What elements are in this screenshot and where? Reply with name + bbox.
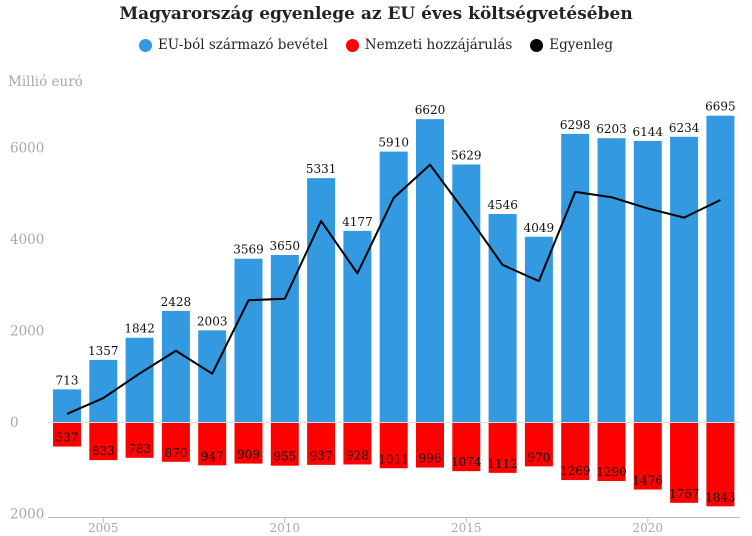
chart-title: Magyarország egyenlege az EU éves költsé… [119, 4, 633, 24]
legend-item-balance[interactable]: Egyenleg [530, 37, 613, 53]
data-label-national-contribution: 1476 [633, 474, 664, 488]
bar-national-contribution [633, 422, 662, 490]
bar-eu-income [234, 258, 263, 422]
y-tick-label: 6000 [10, 141, 44, 157]
bar-national-contribution [452, 422, 481, 472]
data-label-national-contribution: 955 [273, 450, 296, 464]
bar-eu-income [561, 133, 590, 422]
data-label-national-contribution: 996 [419, 452, 442, 466]
bar-eu-income [270, 255, 299, 422]
legend-swatch-eu-income [138, 38, 152, 52]
data-label-national-contribution: 870 [164, 446, 187, 460]
data-label-eu-income: 2003 [197, 314, 228, 328]
bar-national-contribution [53, 422, 81, 447]
x-tick-label: 2020 [633, 521, 664, 535]
data-label-eu-income: 6234 [669, 121, 700, 135]
bar-national-contribution [488, 422, 517, 473]
x-tick-label: 2005 [88, 521, 119, 535]
data-label-eu-income: 1842 [124, 322, 155, 336]
data-label-eu-income: 5910 [378, 136, 409, 150]
data-label-eu-income: 3569 [233, 243, 264, 257]
data-label-eu-income: 4177 [342, 215, 373, 229]
data-label-eu-income: 6620 [415, 103, 446, 117]
data-label-eu-income: 713 [56, 373, 79, 387]
data-label-national-contribution: 1269 [560, 464, 591, 478]
bar-eu-income [198, 330, 227, 422]
data-label-national-contribution: 783 [128, 442, 151, 456]
legend-label-balance: Egyenleg [549, 37, 614, 53]
data-label-national-contribution: 1843 [705, 490, 736, 504]
bar-national-contribution [561, 422, 590, 481]
data-label-eu-income: 2428 [161, 295, 192, 309]
legend: EU-ból származó bevétel Nemzeti hozzájár… [0, 37, 752, 53]
bar-eu-income [597, 138, 626, 422]
data-label-eu-income: 6298 [560, 118, 591, 132]
data-label-national-contribution: 1112 [487, 457, 518, 471]
bar-national-contribution [125, 422, 154, 458]
x-tick-label: 2010 [270, 521, 301, 535]
data-label-national-contribution: 909 [237, 448, 260, 462]
data-label-eu-income: 6203 [596, 122, 627, 136]
data-label-national-contribution: 1290 [596, 465, 627, 479]
bar-national-contribution [416, 422, 444, 468]
bar-national-contribution [234, 422, 263, 464]
legend-swatch-balance [530, 38, 544, 52]
y-tick-label: 2000 [10, 507, 44, 523]
data-label-national-contribution: 970 [527, 450, 550, 464]
data-label-national-contribution: 1074 [451, 455, 482, 469]
data-label-national-contribution: 947 [201, 449, 224, 463]
bar-national-contribution [161, 422, 190, 462]
data-label-national-contribution: 937 [310, 449, 333, 463]
y-tick-label: 2000 [10, 324, 44, 340]
legend-label-national-contribution: Nemzeti hozzájárulás [364, 37, 513, 53]
y-axis-unit-label: Millió euró [8, 74, 83, 90]
bar-eu-income [488, 214, 517, 422]
legend-item-national-contribution[interactable]: Nemzeti hozzájárulás [345, 37, 513, 53]
data-label-national-contribution: 1767 [669, 487, 700, 501]
bar-eu-income [524, 236, 553, 422]
data-label-national-contribution: 928 [346, 448, 369, 462]
bar-national-contribution [670, 422, 699, 503]
data-label-national-contribution: 1011 [378, 452, 409, 466]
line-balance [66, 163, 721, 415]
data-label-eu-income: 5331 [306, 162, 337, 176]
data-label-eu-income: 6695 [705, 100, 736, 114]
bar-eu-income [379, 151, 408, 422]
data-label-national-contribution: 537 [56, 431, 79, 445]
bar-national-contribution [307, 422, 336, 465]
data-label-eu-income: 6144 [633, 125, 664, 139]
legend-label-eu-income: EU-ból származó bevétel [157, 37, 328, 53]
legend-swatch-national-contribution [345, 38, 359, 52]
data-label-national-contribution: 833 [92, 444, 115, 458]
bar-eu-income [53, 389, 81, 422]
data-label-eu-income: 3650 [270, 239, 301, 253]
legend-item-eu-income[interactable]: EU-ból származó bevétel [138, 37, 328, 53]
bar-eu-income [633, 140, 662, 423]
bar-eu-income [706, 115, 735, 423]
bar-eu-income [343, 230, 372, 422]
y-tick-label: 4000 [10, 232, 44, 248]
y-tick-label: 0 [10, 415, 19, 431]
bar-national-contribution [343, 422, 372, 465]
bar-national-contribution [270, 422, 299, 466]
bar-national-contribution [198, 422, 227, 466]
bar-eu-income [161, 310, 190, 422]
data-label-eu-income: 4546 [487, 198, 518, 212]
bar-national-contribution [706, 422, 735, 507]
bar-eu-income [307, 178, 336, 422]
x-tick-label: 2015 [451, 521, 482, 535]
bar-eu-income [416, 119, 444, 422]
bar-eu-income [452, 164, 481, 422]
bar-eu-income [670, 136, 699, 422]
bar-national-contribution [524, 422, 553, 467]
bar-national-contribution [597, 422, 626, 482]
data-label-eu-income: 5629 [451, 148, 482, 162]
bar-national-contribution [379, 422, 408, 469]
data-label-eu-income: 4049 [524, 221, 555, 235]
data-label-eu-income: 1357 [88, 344, 119, 358]
bar-national-contribution [89, 422, 118, 461]
